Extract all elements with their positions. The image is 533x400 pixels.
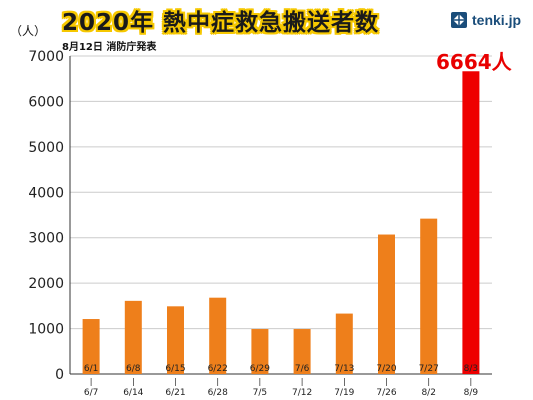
x-tick-label-end: 7/26 [376,388,396,398]
y-tick-label: 3000 [28,231,64,247]
bar [124,300,142,374]
x-tick-separator: | [470,377,473,386]
tenki-logo[interactable]: tenki.jp [450,8,521,32]
x-tick-separator: | [259,377,262,386]
x-tick-label-end: 6/14 [123,388,143,398]
x-tick-label-end: 8/2 [421,388,435,398]
x-tick-label-start: 7/6 [295,364,310,374]
x-tick-label-end: 7/5 [253,388,267,398]
source-note: 8月12日 消防庁発表 [62,42,157,53]
bar [335,313,353,374]
x-tick-label-end: 7/12 [292,388,312,398]
x-tick-separator: | [90,377,93,386]
x-tick-separator: | [301,377,304,386]
x-tick-label-start: 6/8 [126,364,141,374]
y-tick-label: 7000 [28,49,64,65]
bar [378,234,395,374]
bar-highlight [462,71,480,374]
y-tick-label: 4000 [28,185,64,201]
tenki-logo-icon [451,12,467,28]
highlight-value-label: 6664人 [436,50,512,74]
bar [293,329,311,374]
y-tick-label: 0 [55,367,64,383]
x-tick-label-start: 6/22 [208,364,228,374]
x-tick-label-start: 6/29 [250,364,270,374]
x-tick-label-end: 7/19 [334,388,354,398]
x-tick-label-start: 7/20 [376,364,396,374]
x-tick-label-start: 7/13 [334,364,354,374]
bar [209,297,227,374]
y-tick-label: 1000 [28,322,64,338]
y-tick-label: 5000 [28,140,64,156]
x-tick-label-start: 7/27 [419,364,439,374]
x-tick-label-end: 6/21 [165,388,185,398]
chart-title: 2020年 熱中症救急搬送者数 [62,10,380,36]
bar [420,218,438,374]
x-tick-label-start: 6/1 [84,364,98,374]
x-tick-label-end: 6/7 [84,388,98,398]
y-tick-label: 2000 [28,276,64,292]
logo-text: tenki.jp [472,12,522,28]
x-tick-label-start: 8/3 [464,364,478,374]
x-tick-separator: | [132,377,135,386]
bar [82,319,100,374]
x-tick-label-end: 6/28 [208,388,228,398]
x-tick-label-start: 6/15 [165,364,185,374]
bar [167,306,184,374]
x-tick-separator: | [427,377,430,386]
y-axis-unit-label: （人） [10,24,47,38]
x-tick-separator: | [343,377,346,386]
bar [251,329,269,374]
x-tick-separator: | [385,377,388,386]
x-tick-label-end: 8/9 [464,388,479,398]
y-tick-label: 6000 [28,94,64,110]
x-tick-separator: | [216,377,219,386]
x-tick-separator: | [174,377,177,386]
